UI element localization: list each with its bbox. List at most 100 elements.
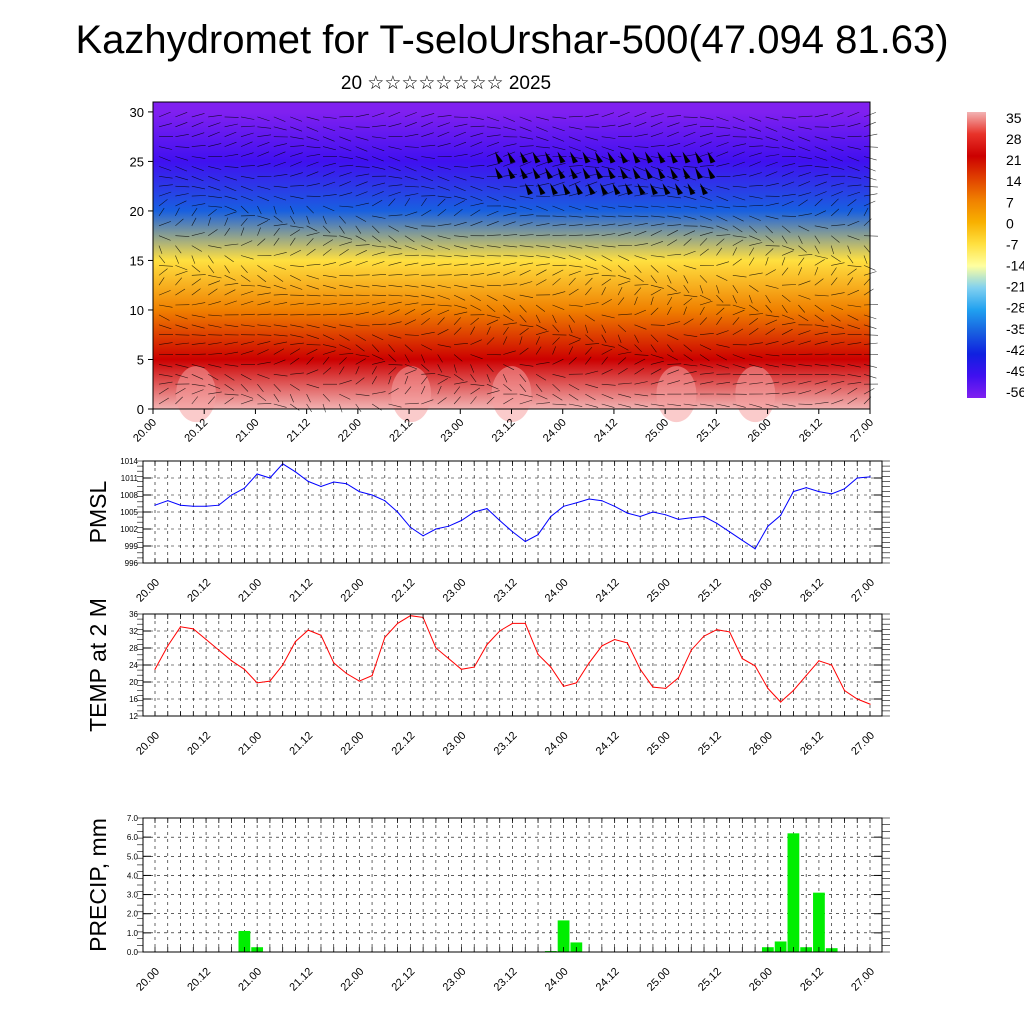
wind-barb: [667, 275, 672, 284]
wind-barb: [732, 304, 746, 310]
wind-barb: [650, 284, 664, 289]
wind-barb: [814, 255, 828, 259]
wind-barb: [404, 308, 416, 316]
wind-barb: [208, 374, 219, 381]
wind-barb: [208, 342, 222, 345]
wind-barb: [716, 205, 731, 209]
wind-barb: [667, 403, 682, 407]
colorbar-label: 35: [1006, 110, 1022, 126]
wind-barb: [519, 399, 533, 405]
wind-barb: [322, 350, 336, 355]
series-point: [473, 511, 475, 513]
series-point: [486, 508, 488, 510]
xtick-label: 24.12: [594, 730, 622, 758]
wind-barb: [798, 390, 812, 395]
wind-barb: [716, 134, 731, 137]
wind-barb: [650, 113, 664, 118]
ytick-label: 0: [137, 402, 144, 417]
wind-barb: [798, 403, 813, 405]
wind-barb: [306, 171, 319, 177]
pennant: [575, 183, 583, 196]
wind-barb: [667, 284, 677, 292]
wind-barb: [683, 250, 696, 256]
wind-barb: [732, 239, 744, 246]
wind-barb: [617, 286, 623, 296]
wind-barb: [781, 215, 797, 217]
wind-barb: [421, 132, 434, 137]
pennant: [570, 151, 578, 164]
wind-barb: [683, 403, 698, 407]
wind-barb: [568, 339, 581, 345]
wind-barb: [306, 403, 312, 413]
wind-barb: [191, 232, 205, 236]
wind-barb: [536, 263, 550, 266]
wind-barb: [290, 195, 304, 199]
wind-barb: [667, 224, 682, 227]
wind-barb: [388, 354, 397, 362]
wind-barb: [634, 334, 639, 343]
wind-barb: [224, 131, 237, 137]
wind-barb: [290, 275, 302, 281]
wind-barb: [371, 376, 377, 385]
wind-barb: [781, 391, 796, 395]
wind-barb: [618, 205, 632, 208]
wind-barb: [650, 230, 662, 236]
wind-barb: [208, 383, 221, 389]
wind-barb: [618, 135, 633, 137]
xtick-label: 22.00: [338, 966, 366, 994]
wind-barb: [208, 205, 223, 208]
wind-barb: [667, 296, 673, 306]
wind-barb: [322, 225, 331, 234]
wind-barb: [454, 166, 469, 168]
series-point: [218, 649, 220, 651]
wind-barb: [322, 146, 336, 151]
wind-barb: [634, 112, 647, 118]
xtick-label: 25.12: [695, 417, 723, 445]
wind-barb: [831, 380, 845, 385]
wind-barb: [339, 334, 350, 341]
wind-barb: [798, 165, 813, 167]
wind-barb: [404, 235, 415, 243]
series-point: [320, 634, 322, 636]
wind-barb: [830, 245, 834, 254]
wind-barb: [306, 225, 318, 232]
wind-barb: [519, 324, 534, 328]
series-point: [511, 531, 514, 533]
wind-barb: [798, 330, 811, 335]
wind-barb: [158, 265, 173, 267]
wind-barb: [781, 136, 794, 142]
series-point: [818, 491, 820, 493]
pennant: [507, 151, 516, 164]
wind-barb: [847, 135, 862, 137]
wind-barb: [421, 308, 432, 316]
wind-barb: [388, 111, 401, 118]
wind-barb: [683, 354, 694, 362]
wind-barb: [568, 245, 583, 249]
wind-barb: [765, 225, 773, 234]
wind-barb: [273, 302, 288, 306]
pennant: [557, 167, 566, 180]
wind-barb: [683, 116, 698, 118]
wind-barb: [863, 255, 868, 264]
wind-barb: [257, 205, 262, 215]
wind-barb: [322, 116, 337, 119]
wind-barb: [470, 326, 476, 335]
wind-barb: [765, 294, 771, 304]
pennant: [545, 151, 553, 164]
wind-barb: [388, 156, 401, 162]
wind-barb: [306, 294, 321, 297]
xtick-label: 23.12: [492, 730, 520, 758]
wind-barb: [601, 182, 615, 187]
wind-barb: [650, 144, 665, 147]
wind-barb: [437, 195, 452, 199]
wind-barb: [257, 227, 261, 236]
wind-barb: [568, 277, 576, 286]
series-point: [371, 494, 373, 496]
wind-barb: [667, 239, 678, 246]
wind-barb: [273, 294, 288, 296]
series-point: [601, 500, 603, 502]
wind-barb: [601, 205, 616, 209]
wind-barb: [322, 367, 332, 375]
wind-barb: [847, 289, 860, 296]
wind-barb: [437, 274, 452, 276]
